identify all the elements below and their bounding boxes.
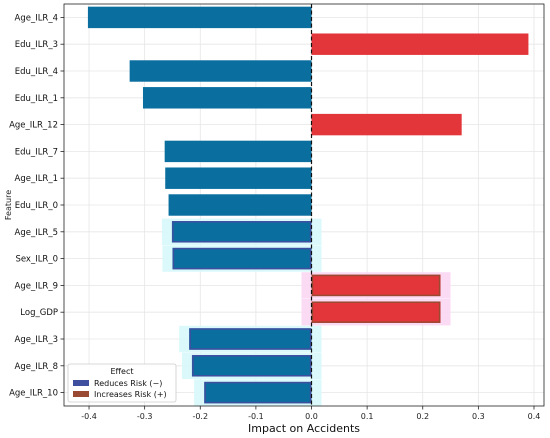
legend-swatch-increases: [73, 391, 89, 397]
bar: [142, 87, 312, 109]
y-tick-label: Age_ILR_10: [9, 389, 58, 399]
x-tick-label: 0.3: [472, 412, 485, 421]
bar: [129, 60, 312, 82]
legend: Effect Reduces Risk (−) Increases Risk (…: [67, 363, 177, 403]
x-tick-label: 0.0: [305, 412, 318, 421]
bar-outline: [172, 247, 312, 270]
legend-label-reduces: Reduces Risk (−): [94, 379, 162, 388]
bar: [311, 301, 441, 323]
bar: [204, 381, 312, 404]
bar-outline: [189, 328, 312, 350]
legend-label-increases: Increases Risk (+): [94, 390, 167, 399]
y-tick-label: Age_ILR_4: [15, 13, 59, 23]
bar: [164, 140, 312, 163]
x-tick-label: -0.4: [81, 412, 97, 421]
y-axis-title: Feature: [4, 190, 13, 220]
y-tick-label: Edu_ILR_0: [15, 201, 58, 211]
y-tick-label: Edu_ILR_1: [15, 94, 58, 104]
bar-outline: [172, 221, 312, 243]
legend-swatch-reduces: [73, 380, 89, 386]
y-ticks: Age_ILR_4 Edu_ILR_3 Edu_ILR_4 Edu_ILR_1 Age_…: [9, 13, 64, 399]
x-tick-label: 0.4: [528, 412, 541, 421]
y-tick-label: Sex_ILR_0: [15, 255, 58, 265]
y-tick-label: Age_ILR_5: [15, 228, 59, 238]
x-tick-label: -0.3: [137, 412, 153, 421]
y-tick-label: Age_ILR_1: [15, 174, 59, 184]
bar: [171, 221, 312, 243]
legend-title: Effect: [110, 367, 133, 376]
x-axis-title: Impact on Accidents: [248, 422, 360, 435]
y-tick-label: Age_ILR_9: [15, 281, 59, 291]
bar: [311, 274, 441, 297]
y-tick-label: Edu_ILR_4: [15, 67, 58, 77]
bar-outline: [311, 274, 441, 297]
x-ticks: -0.4 -0.3 -0.2 -0.1 0.0 0.1 0.2 0.3 0.4: [81, 406, 540, 421]
bar: [87, 6, 312, 29]
bar-outline: [311, 301, 441, 323]
y-tick-label: Age_ILR_3: [15, 335, 59, 345]
bar: [191, 355, 312, 377]
y-tick-label: Log_GDP: [20, 308, 58, 318]
y-tick-label: Edu_ILR_7: [15, 147, 58, 157]
bar-outline: [192, 355, 312, 377]
y-tick-label: Edu_ILR_3: [15, 40, 58, 50]
legend-box: [67, 363, 177, 403]
x-tick-label: -0.2: [192, 412, 208, 421]
bar: [172, 247, 312, 270]
bar: [311, 113, 462, 136]
bar: [311, 33, 529, 55]
bar-outline: [204, 381, 312, 404]
x-tick-label: -0.1: [248, 412, 264, 421]
bar: [189, 328, 312, 350]
bar: [168, 194, 312, 216]
y-tick-label: Age_ILR_8: [15, 362, 59, 372]
x-tick-label: 0.1: [361, 412, 374, 421]
y-tick-label: Age_ILR_12: [9, 121, 58, 131]
bar: [165, 167, 312, 189]
bars: [87, 6, 529, 404]
x-tick-label: 0.2: [416, 412, 429, 421]
